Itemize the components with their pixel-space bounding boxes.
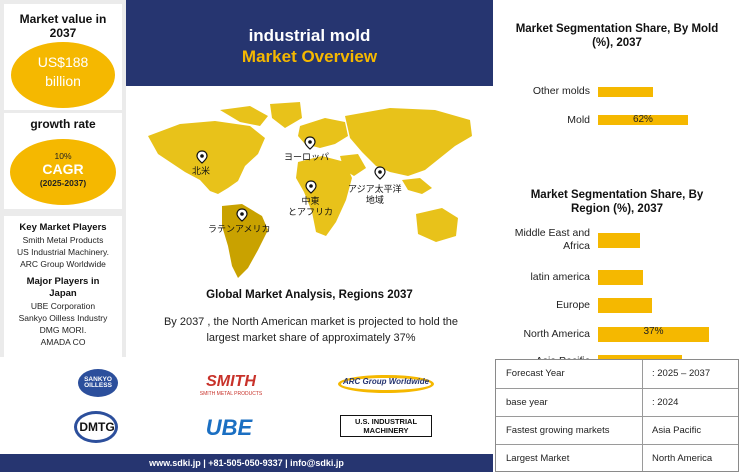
key-player: ARC Group Worldwide [20,259,106,269]
cagr-card: growth rate 10% CAGR (2025-2037) [4,113,122,209]
map-pin-icon [196,150,208,164]
tick-label-other-molds: Other molds [532,85,590,97]
cagr-circle: 10% CAGR (2025-2037) [10,139,116,205]
ube-logo: UBE [205,415,253,440]
map-label-latin-america: ラテンアメリカ [208,224,271,234]
header-banner: industrial mold Market Overview [126,0,493,86]
growth-rate-label: growth rate [30,117,96,131]
players-card: Key Market Players Smith Metal Products … [4,216,122,362]
table-cell-value: : 2025 – 2037 [652,368,711,379]
table-row: Largest Market North America [496,444,738,472]
japan-player: DMG MORI. [39,325,87,335]
data-label: 37% [643,326,664,337]
dmtg-logo: DMTG [70,411,124,443]
bar-latin-america [598,270,643,285]
japan-player: UBE Corporation [30,301,96,311]
table-cell-label: Forecast Year [506,368,565,379]
map-description: By 2037 , the North American market is p… [163,316,459,344]
japan-players-title: Major Players in Japan [26,276,100,299]
map-pin-icon [305,180,317,194]
table-divider [642,360,643,471]
arc-logo: ARC Group Worldwide [338,373,434,397]
table-row: base year : 2024 [496,388,738,416]
bar-other-molds [598,87,654,97]
footer-contact: www.sdki.jp | +81-505-050-9337 | info@sd… [0,454,493,472]
table-cell-value: : 2024 [652,397,679,408]
chart-title-mold: Market Segmentation Share, By Mold (%), … [515,23,719,49]
table-row: Forecast Year : 2025 – 2037 [496,360,738,388]
key-player: Smith Metal Products [22,235,104,245]
table-row: Fastest growing markets Asia Pacific [496,416,738,444]
chart-title-region: Market Segmentation Share, By Region (%)… [530,189,704,215]
tick-label-north-america: North America [523,328,590,340]
smith-logo: SMITH SMITH METAL PRODUCTS [199,373,263,397]
cagr-label: CAGR [42,161,84,177]
table-cell-value: North America [652,453,713,464]
data-label: 62% [632,114,653,125]
map-label-north-america: 北米 [192,166,211,176]
summary-table: Forecast Year : 2025 – 2037 base year : … [495,359,739,472]
bar-europe [598,298,652,313]
table-cell-label: base year [506,397,548,408]
page-title: industrial mold [248,26,371,45]
us-industrial-logo: U.S. INDUSTRIAL MACHINERY [340,415,432,437]
bar-mold [598,115,688,125]
sankyo-logo: SANKYO OILLESS [74,367,122,399]
market-value-label: Market value in 2037 [19,12,107,40]
cagr-period: (2025-2037) [39,178,87,188]
map-pin-icon [304,136,316,150]
bar-middle-east-and-africa [598,233,640,248]
map-caption: Global Market Analysis, Regions 2037 [206,289,413,301]
japan-player: Sankyo Oilless Industry [18,313,108,323]
map-label-asia-pacific: アジア太平洋 地域 [348,184,402,205]
market-value-circle: US$188 billion [11,42,115,108]
left-panel: Market value in 2037 US$188 billion grow… [0,0,126,472]
table-cell-value: Asia Pacific [652,425,702,436]
japan-player: AMADA CO [40,337,86,347]
key-player: US Industrial Machinery. [17,247,109,257]
table-cell-label: Largest Market [506,453,570,464]
tick-label-europe: Europe [556,299,590,311]
key-players-title: Key Market Players [19,222,107,233]
map-pin-icon [374,166,386,180]
table-cell-label: Fastest growing markets [506,425,610,436]
world-map: 北米 ヨーロッパ アジア太平洋 地域 中東 とアフリカ ラテンアメリカ [140,96,480,286]
page-subtitle: Market Overview [241,47,378,66]
bar-north-america [598,327,709,342]
map-pin-icon [236,208,248,222]
logos-panel: SANKYO OILLESS SMITH SMITH METAL PRODUCT… [0,357,493,454]
market-value-card: Market value in 2037 US$188 billion [4,4,122,110]
map-label-europe: ヨーロッパ [284,152,330,162]
tick-label-latin-america: latin america [530,271,590,283]
tick-label-middle-east-africa: Middle East and Africa [514,227,590,252]
cagr-value: 10% [54,151,72,161]
tick-label-mold: Mold [567,114,590,126]
map-label-middle-east-africa: 中東 とアフリカ [288,196,334,217]
